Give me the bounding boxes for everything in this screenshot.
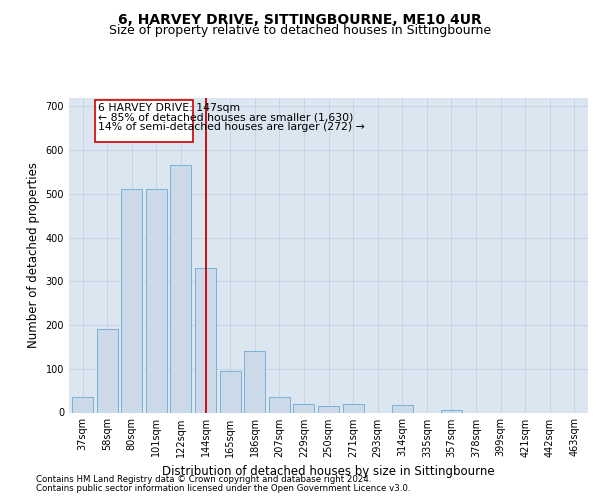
Text: Contains HM Land Registry data © Crown copyright and database right 2024.: Contains HM Land Registry data © Crown c… [36,475,371,484]
X-axis label: Distribution of detached houses by size in Sittingbourne: Distribution of detached houses by size … [162,465,495,478]
Bar [220,371,241,412]
Bar [170,166,191,412]
Text: Contains public sector information licensed under the Open Government Licence v3: Contains public sector information licen… [36,484,410,493]
Bar [146,190,167,412]
Text: ← 85% of detached houses are smaller (1,630): ← 85% of detached houses are smaller (1,… [98,113,353,123]
FancyBboxPatch shape [95,100,193,142]
Bar [318,406,339,412]
Text: 14% of semi-detached houses are larger (272) →: 14% of semi-detached houses are larger (… [98,122,365,132]
Text: 6 HARVEY DRIVE: 147sqm: 6 HARVEY DRIVE: 147sqm [98,103,240,113]
Bar [195,268,216,412]
Bar [441,410,462,412]
Bar [121,190,142,412]
Y-axis label: Number of detached properties: Number of detached properties [27,162,40,348]
Text: Size of property relative to detached houses in Sittingbourne: Size of property relative to detached ho… [109,24,491,37]
Bar [72,397,93,412]
Text: 6, HARVEY DRIVE, SITTINGBOURNE, ME10 4UR: 6, HARVEY DRIVE, SITTINGBOURNE, ME10 4UR [118,12,482,26]
Bar [293,404,314,412]
Bar [343,404,364,412]
Bar [269,397,290,412]
Bar [392,404,413,412]
Bar [244,351,265,412]
Bar [97,330,118,412]
